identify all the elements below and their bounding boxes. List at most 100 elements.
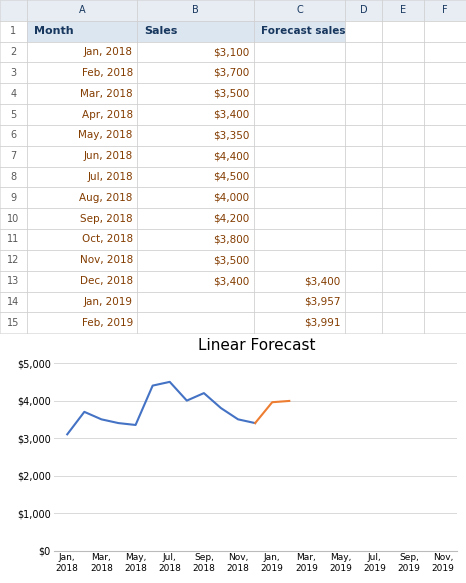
Bar xyxy=(382,208,424,229)
Text: F: F xyxy=(442,5,448,15)
Bar xyxy=(382,229,424,250)
Text: Feb, 2019: Feb, 2019 xyxy=(82,318,133,328)
Text: Apr, 2018: Apr, 2018 xyxy=(82,110,133,120)
Text: Dec, 2018: Dec, 2018 xyxy=(80,276,133,286)
Text: $3,700: $3,700 xyxy=(213,68,249,78)
Bar xyxy=(0,125,27,146)
Bar xyxy=(424,41,466,62)
Bar xyxy=(0,187,27,208)
Bar xyxy=(0,41,27,62)
Bar xyxy=(424,104,466,125)
Bar xyxy=(137,167,254,187)
Text: Aug, 2018: Aug, 2018 xyxy=(79,193,133,203)
Bar xyxy=(27,0,137,21)
Bar xyxy=(345,312,382,333)
Bar xyxy=(424,312,466,333)
Bar xyxy=(0,271,27,292)
Bar xyxy=(0,0,27,21)
Bar xyxy=(424,208,466,229)
Bar xyxy=(137,312,254,333)
Bar xyxy=(254,271,345,292)
Bar xyxy=(382,167,424,187)
Bar xyxy=(424,146,466,167)
Bar xyxy=(345,271,382,292)
Bar xyxy=(382,41,424,62)
Text: $3,400: $3,400 xyxy=(213,110,249,120)
Text: A: A xyxy=(79,5,86,15)
Bar xyxy=(137,146,254,167)
Text: 4: 4 xyxy=(10,89,17,99)
Bar xyxy=(27,104,137,125)
Text: 7: 7 xyxy=(10,151,17,161)
Bar xyxy=(27,83,137,104)
Text: 12: 12 xyxy=(7,255,20,265)
Bar xyxy=(382,271,424,292)
Bar xyxy=(382,312,424,333)
Text: $3,350: $3,350 xyxy=(213,131,249,141)
Bar xyxy=(0,229,27,250)
Bar xyxy=(27,271,137,292)
Text: B: B xyxy=(192,5,199,15)
Text: Month: Month xyxy=(34,26,74,36)
Text: Oct, 2018: Oct, 2018 xyxy=(82,234,133,244)
Text: Jan, 2018: Jan, 2018 xyxy=(84,47,133,57)
Text: 15: 15 xyxy=(7,318,20,328)
Text: $4,400: $4,400 xyxy=(213,151,249,161)
Bar xyxy=(345,292,382,312)
Bar xyxy=(382,21,424,41)
Bar xyxy=(27,250,137,271)
Bar xyxy=(345,208,382,229)
Bar xyxy=(382,125,424,146)
Bar xyxy=(0,292,27,312)
Text: Forecast sales: Forecast sales xyxy=(261,26,345,36)
Bar xyxy=(27,125,137,146)
Bar xyxy=(27,208,137,229)
Bar xyxy=(137,187,254,208)
Bar xyxy=(424,21,466,41)
Bar xyxy=(254,208,345,229)
Bar xyxy=(27,146,137,167)
Bar xyxy=(0,312,27,333)
Bar xyxy=(345,167,382,187)
Text: 14: 14 xyxy=(7,297,20,307)
Text: 10: 10 xyxy=(7,213,20,224)
Bar xyxy=(254,0,345,21)
Bar xyxy=(382,104,424,125)
Bar xyxy=(424,0,466,21)
Bar xyxy=(345,229,382,250)
Text: May, 2018: May, 2018 xyxy=(78,131,133,141)
Bar xyxy=(382,292,424,312)
Text: $3,400: $3,400 xyxy=(213,276,249,286)
Text: Jun, 2018: Jun, 2018 xyxy=(83,151,133,161)
Bar xyxy=(382,83,424,104)
Bar xyxy=(137,125,254,146)
Text: E: E xyxy=(400,5,406,15)
Text: $3,400: $3,400 xyxy=(304,276,340,286)
Bar xyxy=(254,292,345,312)
Bar xyxy=(137,292,254,312)
Bar xyxy=(345,146,382,167)
Bar xyxy=(424,250,466,271)
Bar xyxy=(27,41,137,62)
Text: C: C xyxy=(296,5,303,15)
Bar xyxy=(345,41,382,62)
Text: Mar, 2018: Mar, 2018 xyxy=(80,89,133,99)
Text: Feb, 2018: Feb, 2018 xyxy=(82,68,133,78)
Bar xyxy=(254,312,345,333)
Bar xyxy=(254,104,345,125)
Bar xyxy=(0,167,27,187)
Text: 1: 1 xyxy=(10,26,17,36)
Bar xyxy=(27,187,137,208)
Bar xyxy=(254,229,345,250)
Bar xyxy=(27,312,137,333)
Bar xyxy=(0,250,27,271)
Bar xyxy=(254,62,345,83)
Bar xyxy=(137,208,254,229)
Bar xyxy=(424,62,466,83)
Bar xyxy=(254,250,345,271)
Text: Sales: Sales xyxy=(144,26,178,36)
Bar xyxy=(382,0,424,21)
Bar xyxy=(27,229,137,250)
Bar xyxy=(254,41,345,62)
Text: 3: 3 xyxy=(10,68,17,78)
